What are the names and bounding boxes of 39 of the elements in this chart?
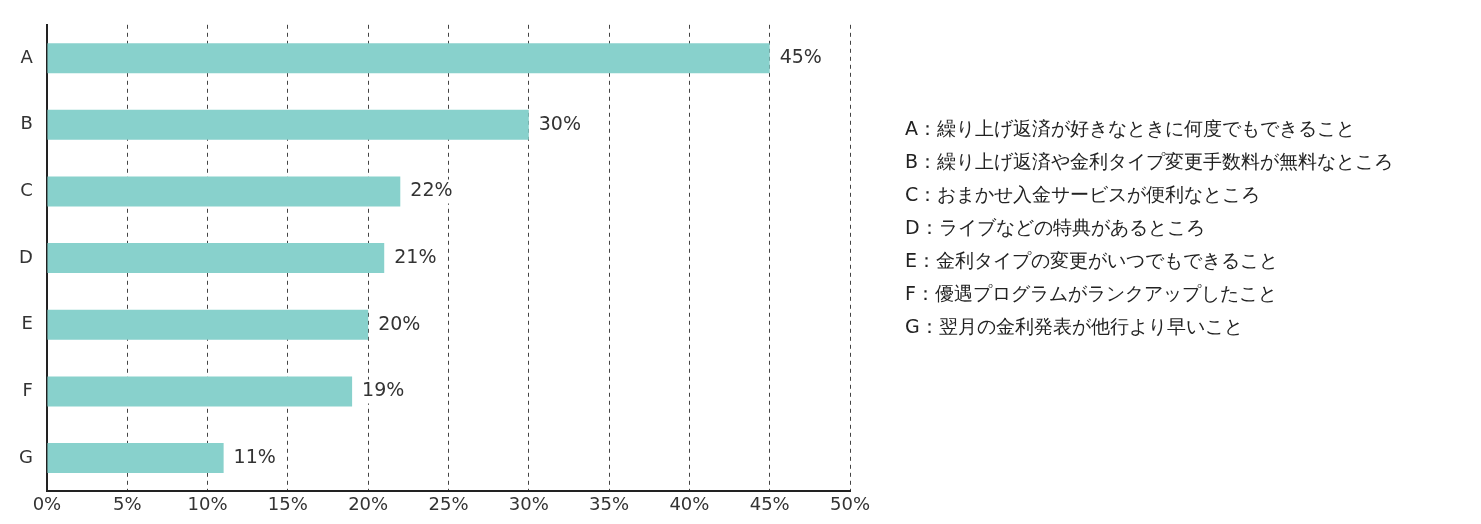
text: C：おまかせ入金サービスが便利なところ — [905, 182, 1262, 207]
text: G：翌月の金利発表が他行より早いこと — [905, 314, 1244, 339]
bar — [47, 443, 224, 474]
bar — [47, 376, 353, 407]
x-tick-label: 40% — [669, 492, 710, 514]
text: F：優遇プログラムがランクアップしたこと — [905, 281, 1278, 306]
bar — [47, 43, 770, 74]
y-tick-label: G — [19, 445, 33, 467]
data-label: 21% — [394, 245, 437, 268]
x-tick-label: 15% — [267, 492, 308, 514]
text: D：ライブなどの特典があるところ — [905, 215, 1206, 240]
bar — [47, 176, 401, 207]
data-label: 20% — [378, 311, 421, 334]
data-label: 45% — [779, 45, 822, 68]
x-tick-label: 30% — [508, 492, 549, 514]
x-tick-label: 20% — [348, 492, 389, 514]
y-tick-label: A — [20, 45, 34, 67]
data-label: 19% — [362, 378, 405, 401]
text: B：繰り上げ返済や金利タイプ変更手数料が無料なところ — [905, 149, 1394, 174]
y-tick-label: E — [21, 312, 33, 334]
bar — [47, 243, 385, 274]
bar — [47, 309, 369, 340]
y-tick-label: B — [20, 112, 33, 134]
x-tick-label: 5% — [112, 492, 142, 514]
text: E：金利タイプの変更がいつでもできること — [905, 248, 1279, 273]
x-tick-label: 50% — [829, 492, 871, 514]
y-tick-label: D — [19, 245, 33, 267]
x-tick-label: 0% — [32, 492, 62, 514]
data-label: 30% — [538, 111, 582, 134]
data-label: 11% — [233, 445, 276, 468]
x-tick-label: 25% — [428, 492, 469, 514]
data-label: 22% — [410, 178, 453, 201]
x-tick-label: 10% — [187, 492, 228, 514]
x-tick-label: 35% — [589, 492, 630, 514]
bar — [47, 109, 529, 140]
text: A：繰り上げ返済が好きなときに何度でもできること — [905, 116, 1356, 141]
x-tick-label: 45% — [749, 492, 790, 514]
y-tick-label: F — [22, 379, 33, 401]
y-tick-label: C — [20, 179, 33, 201]
